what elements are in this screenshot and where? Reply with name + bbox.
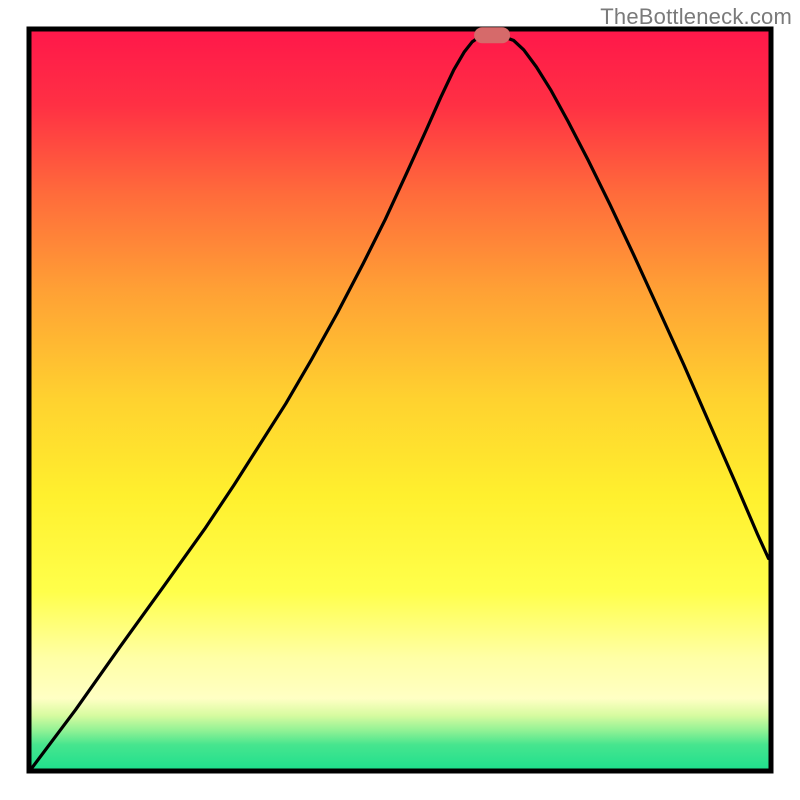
optimal-marker [474, 27, 510, 43]
bottleneck-chart [0, 0, 800, 800]
chart-background-gradient [32, 32, 769, 769]
chart-frame: TheBottleneck.com [0, 0, 800, 800]
watermark-text: TheBottleneck.com [600, 4, 792, 30]
